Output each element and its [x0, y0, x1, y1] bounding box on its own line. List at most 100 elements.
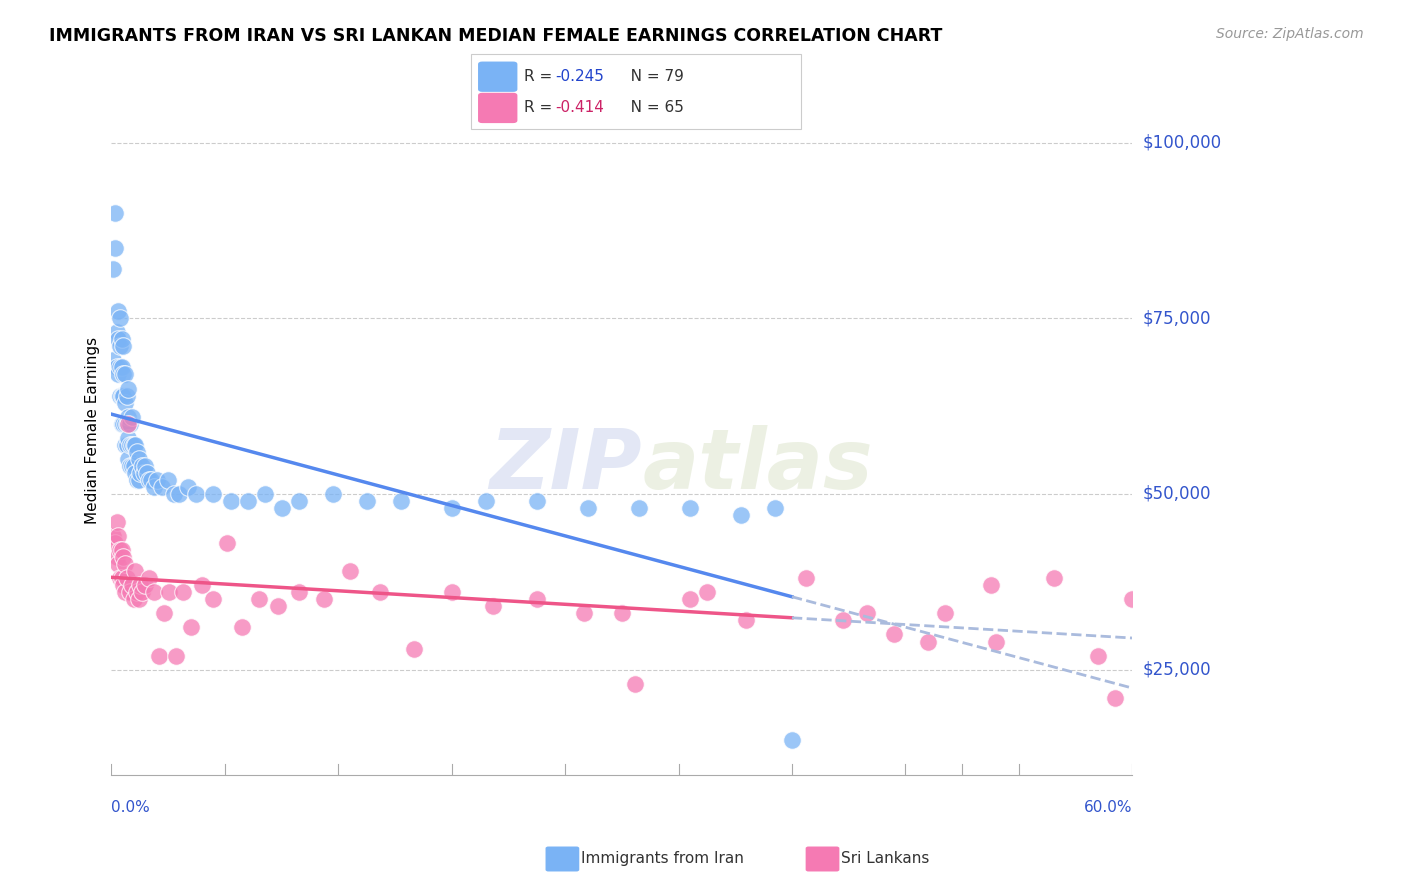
Text: Immigrants from Iran: Immigrants from Iran — [581, 851, 744, 865]
Point — [122, 592, 145, 607]
Text: $75,000: $75,000 — [1143, 310, 1211, 327]
Point — [108, 311, 131, 326]
Point — [763, 501, 786, 516]
Point — [735, 614, 758, 628]
Point — [112, 417, 135, 431]
Point — [163, 487, 186, 501]
Point — [117, 417, 139, 431]
Point — [356, 494, 378, 508]
Point — [112, 550, 135, 565]
Point — [217, 536, 239, 550]
Point — [339, 564, 361, 578]
Point — [146, 473, 169, 487]
Point — [107, 368, 129, 382]
Point — [104, 206, 127, 220]
Text: Sri Lankans: Sri Lankans — [841, 851, 929, 865]
Point — [1087, 648, 1109, 663]
Point — [111, 543, 134, 558]
Point — [169, 487, 191, 501]
Point — [121, 458, 143, 473]
Point — [314, 592, 336, 607]
Point — [322, 487, 344, 501]
Point — [122, 438, 145, 452]
Point — [121, 409, 143, 424]
Point — [112, 339, 135, 353]
Point — [134, 458, 156, 473]
Point — [156, 473, 179, 487]
Point — [107, 304, 129, 318]
Point — [111, 417, 134, 431]
Point — [117, 451, 139, 466]
Point — [125, 585, 148, 599]
Point — [389, 494, 412, 508]
Text: atlas: atlas — [643, 425, 873, 506]
Point — [980, 578, 1002, 592]
Point — [128, 592, 150, 607]
Point — [153, 607, 176, 621]
Point — [117, 382, 139, 396]
Text: $100,000: $100,000 — [1143, 134, 1222, 152]
Point — [120, 438, 142, 452]
Point — [142, 480, 165, 494]
Text: 0.0%: 0.0% — [111, 799, 150, 814]
Text: Source: ZipAtlas.com: Source: ZipAtlas.com — [1216, 27, 1364, 41]
Point — [138, 473, 160, 487]
Point — [287, 494, 309, 508]
Point — [917, 634, 939, 648]
Point — [190, 578, 212, 592]
Point — [115, 571, 138, 585]
Point — [138, 571, 160, 585]
Text: IMMIGRANTS FROM IRAN VS SRI LANKAN MEDIAN FEMALE EARNINGS CORRELATION CHART: IMMIGRANTS FROM IRAN VS SRI LANKAN MEDIA… — [49, 27, 942, 45]
Point — [105, 515, 128, 529]
Y-axis label: Median Female Earnings: Median Female Earnings — [86, 337, 100, 524]
Point — [115, 388, 138, 402]
Point — [832, 614, 855, 628]
Text: -0.245: -0.245 — [555, 70, 605, 84]
Point — [111, 332, 134, 346]
Point — [104, 536, 127, 550]
Point — [108, 388, 131, 402]
Point — [679, 592, 702, 607]
Point — [177, 480, 200, 494]
Point — [883, 627, 905, 641]
Point — [114, 417, 136, 431]
Point — [152, 480, 174, 494]
Point — [1104, 690, 1126, 705]
Point — [111, 388, 134, 402]
Point — [856, 607, 879, 621]
Point — [101, 353, 124, 368]
Point — [526, 592, 548, 607]
Point — [111, 360, 134, 375]
Text: N = 65: N = 65 — [616, 101, 683, 115]
Point — [114, 368, 136, 382]
Point — [180, 620, 202, 634]
Point — [129, 578, 152, 592]
Point — [202, 592, 225, 607]
Point — [124, 564, 146, 578]
Text: R =: R = — [524, 70, 558, 84]
Point — [108, 543, 131, 558]
Point — [114, 395, 136, 409]
Point — [142, 585, 165, 599]
Point — [231, 620, 253, 634]
Point — [112, 368, 135, 382]
Point — [780, 732, 803, 747]
Point — [1043, 571, 1066, 585]
Point — [108, 360, 131, 375]
Point — [131, 458, 153, 473]
Point — [696, 585, 718, 599]
Point — [984, 634, 1007, 648]
Point — [120, 458, 142, 473]
Point — [679, 501, 702, 516]
Point — [112, 388, 135, 402]
Point — [107, 558, 129, 572]
Point — [253, 487, 276, 501]
Point — [121, 578, 143, 592]
Point — [117, 431, 139, 445]
Point — [219, 494, 242, 508]
Point — [474, 494, 496, 508]
Point — [157, 585, 180, 599]
Point — [112, 578, 135, 592]
Point — [121, 438, 143, 452]
Text: N = 79: N = 79 — [616, 70, 683, 84]
